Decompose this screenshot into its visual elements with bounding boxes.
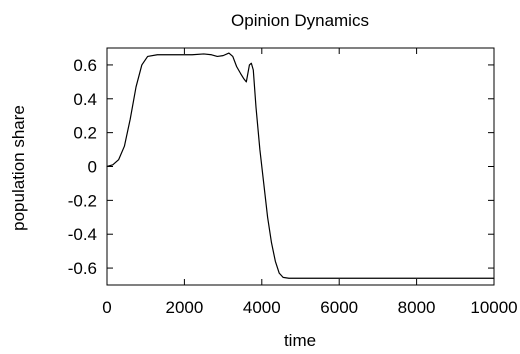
y-tick-label: 0 [88, 158, 97, 177]
series-layer [107, 53, 494, 278]
x-tick-label: 6000 [320, 298, 358, 317]
chart-title: Opinion Dynamics [231, 11, 369, 30]
y-tick-label: 0.2 [73, 124, 97, 143]
x-tick-label: 0 [102, 298, 111, 317]
y-tick-label: -0.2 [68, 191, 97, 210]
y-tick-label: -0.6 [68, 259, 97, 278]
series-line-0 [107, 53, 494, 278]
plot-frame [107, 48, 494, 285]
x-axis-ticks: 0 2000 4000 6000 8000 10000 [102, 48, 517, 317]
x-tick-label: 10000 [470, 298, 517, 317]
x-axis-label: time [284, 331, 316, 350]
y-tick-label: 0.4 [73, 90, 97, 109]
y-axis-ticks: 0.6 0.4 0.2 0 -0.2 -0.4 -0.6 [68, 56, 494, 278]
x-tick-label: 8000 [398, 298, 436, 317]
y-axis-label: population share [9, 105, 28, 231]
x-tick-label: 2000 [165, 298, 203, 317]
y-tick-label: 0.6 [73, 56, 97, 75]
x-tick-label: 4000 [243, 298, 281, 317]
y-tick-label: -0.4 [68, 225, 97, 244]
